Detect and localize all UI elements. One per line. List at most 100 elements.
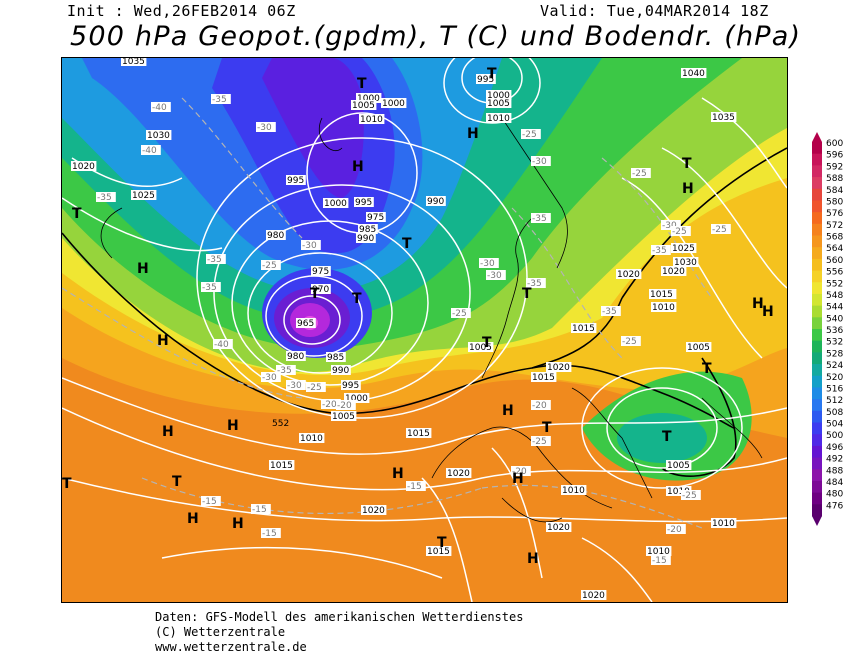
- pressure-label: 965: [297, 319, 314, 329]
- legend-level-label: 576: [826, 209, 843, 219]
- temperature-label: -35: [202, 283, 217, 293]
- legend-level-label: 572: [826, 221, 843, 231]
- pressure-label: 995: [477, 75, 494, 85]
- high-pressure-symbol: H: [227, 418, 239, 434]
- pressure-label-bg: [356, 93, 382, 103]
- legend-swatch: [812, 445, 822, 459]
- temperature-label-bg: [531, 400, 551, 410]
- temperature-label-bg: [681, 490, 701, 500]
- temperature-label: -30: [302, 241, 317, 251]
- pressure-label-bg: [311, 266, 331, 276]
- temperature-label-bg: [336, 400, 356, 410]
- weather-map: 1035 1000 1005 1000 1010 995 1000 1005 1010 1040 1…: [61, 57, 788, 603]
- pressure-label: 1025: [132, 191, 155, 201]
- pressure-label-bg: [266, 230, 286, 240]
- temperature-label: -15: [252, 505, 267, 515]
- pressure-label-bg: [616, 269, 642, 279]
- pressure-label-bg: [351, 100, 377, 110]
- temperature-label: -35: [532, 214, 547, 224]
- temperature-label: -30: [480, 259, 495, 269]
- temperature-label-bg: [711, 224, 731, 234]
- height-contour-label: 552: [272, 419, 289, 429]
- footer-data-source: Daten: GFS-Modell des amerikanischen Wet…: [155, 610, 524, 624]
- legend-swatch: [812, 188, 822, 201]
- pressure-label: 975: [312, 267, 329, 277]
- high-pressure-symbol: H: [137, 261, 149, 277]
- legend-swatch: [812, 469, 822, 482]
- temperature-label: -40: [142, 146, 157, 156]
- temperature-label: -25: [307, 383, 322, 393]
- temperature-label-bg: [213, 339, 233, 349]
- pressure-label-bg: [71, 161, 97, 171]
- temperature-label-bg: [201, 496, 221, 506]
- high-pressure-symbol: H: [157, 333, 169, 349]
- legend-swatch: [812, 305, 822, 318]
- legend-swatch: [812, 258, 822, 272]
- pressure-label-bg: [406, 428, 432, 438]
- pressure-label-bg: [341, 380, 361, 390]
- legend-level-label: 504: [826, 420, 843, 430]
- legend-swatch: [812, 375, 822, 388]
- temperature-label-bg: [301, 240, 321, 250]
- low-pressure-symbol: T: [662, 429, 672, 445]
- temperature-label: -35: [97, 193, 112, 203]
- temperature-label-bg: [406, 481, 426, 491]
- legend-level-label: 524: [826, 361, 843, 371]
- legend-level-label: 564: [826, 244, 843, 254]
- pressure-label: 1010: [667, 487, 690, 497]
- pressure-label: 1035: [712, 113, 735, 123]
- pressure-label: 1020: [447, 469, 470, 479]
- legend-level-label: 508: [826, 408, 843, 418]
- legend-level-label: 536: [826, 326, 843, 336]
- high-pressure-symbol: H: [232, 516, 244, 532]
- high-pressure-symbol: H: [392, 466, 404, 482]
- legend-level-label: 556: [826, 268, 843, 278]
- pressure-label-bg: [356, 233, 376, 243]
- legend-level-label: 500: [826, 431, 843, 441]
- temperature-label: -25: [672, 227, 687, 237]
- legend-swatch: [812, 364, 822, 377]
- chart-title: 500 hPa Geopot.(gpdm), T (C) und Bodendr…: [70, 21, 802, 52]
- pressure-label: 1015: [407, 429, 430, 439]
- legend-level-label: 528: [826, 349, 843, 359]
- temperature-label-bg: [651, 245, 671, 255]
- temperature-label-bg: [261, 260, 281, 270]
- legend-level-label: 516: [826, 384, 843, 394]
- legend-swatch: [812, 165, 822, 178]
- temperature-label: -30: [487, 271, 502, 281]
- pressure-label: 1040: [682, 69, 705, 79]
- pressure-label-bg: [486, 90, 512, 100]
- pressure-label: 1010: [487, 114, 510, 124]
- pressure-label-bg: [366, 212, 386, 222]
- low-pressure-symbol: T: [522, 286, 532, 302]
- temperature-label: -25: [622, 337, 637, 347]
- pressure-label: 990: [427, 197, 444, 207]
- temperature-label: -25: [682, 491, 697, 501]
- footer-copyright: (C) Wetterzentrale: [155, 625, 286, 639]
- legend-level-label: 476: [826, 501, 843, 511]
- pressure-label-bg: [531, 372, 557, 382]
- pressure-label: 975: [367, 213, 384, 223]
- pressure-label: 1000: [324, 199, 347, 209]
- high-pressure-symbol: H: [502, 403, 514, 419]
- temperature-label: -15: [407, 482, 422, 492]
- pressure-label: 1015: [427, 547, 450, 557]
- temperature-label-bg: [621, 336, 641, 346]
- temperature-label-bg: [511, 466, 531, 476]
- legend-swatch: [812, 340, 822, 353]
- pressure-label-bg: [571, 323, 597, 333]
- pressure-label: 1035: [122, 58, 145, 67]
- low-pressure-symbol: T: [437, 535, 447, 551]
- pressure-label: 1000: [487, 91, 510, 101]
- pressure-label-bg: [546, 522, 572, 532]
- temperature-label: -15: [202, 497, 217, 507]
- pressure-label-bg: [269, 460, 295, 470]
- pressure-label: 980: [267, 231, 284, 241]
- temperature-label: -25: [522, 130, 537, 140]
- pressure-label: 1030: [147, 131, 170, 141]
- temperature-label-bg: [261, 372, 281, 382]
- pressure-label-bg: [671, 243, 697, 253]
- low-pressure-symbol: T: [682, 156, 692, 172]
- pressure-label: 1005: [332, 412, 355, 422]
